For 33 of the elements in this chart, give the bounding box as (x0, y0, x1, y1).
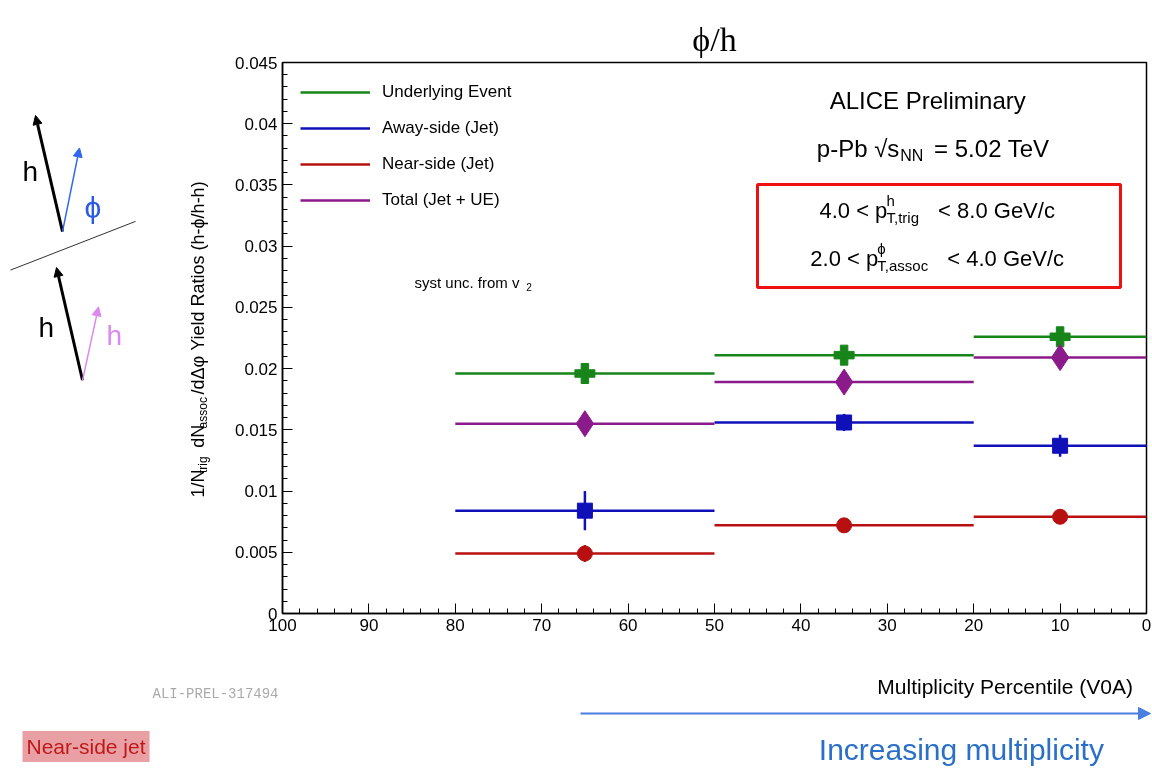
x-tick-label: 20 (964, 615, 984, 635)
legend-label: Away-side (Jet) (382, 118, 499, 138)
y-tick-label: 0.01 (244, 482, 278, 502)
x-tick-label: 70 (532, 615, 552, 635)
x-tick-label: 0 (1141, 615, 1152, 635)
x-axis-title: Multiplicity Percentile (V0A) (877, 675, 1133, 698)
x-tick-label: 60 (618, 615, 638, 635)
text: Near-side jet (26, 735, 146, 758)
legend-label: Total (Jet + UE) (382, 190, 500, 210)
x-tick-label: 30 (877, 615, 897, 635)
annotation: ALICE Preliminary (829, 87, 1026, 114)
y-tick-label: 0.035 (234, 175, 278, 195)
text: ϕ (84, 191, 102, 225)
legend-label: Near-side (Jet) (382, 154, 495, 174)
chart-title: ϕ/h (692, 20, 737, 58)
y-tick-label: 0.02 (244, 359, 278, 379)
text: h (38, 311, 55, 343)
text: ALI-PREL-317494 (152, 685, 279, 702)
x-tick-label: 50 (705, 615, 724, 635)
y-tick-label: 0.005 (234, 543, 278, 563)
text: Increasing multiplicity (818, 733, 1104, 766)
x-tick-label: 40 (791, 615, 811, 635)
y-tick-label: 0.025 (234, 298, 278, 318)
text: h (106, 320, 123, 352)
x-tick-label: 90 (359, 615, 379, 635)
y-tick-label: 0.04 (244, 114, 278, 134)
y-tick-label: 0.015 (234, 420, 278, 440)
x-tick-label: 80 (445, 615, 465, 635)
x-tick-label: 10 (1050, 615, 1070, 635)
legend-label: Underlying Event (382, 82, 512, 102)
y-tick-label: 0.045 (234, 53, 278, 73)
y-tick-label: 0.03 (244, 237, 278, 257)
text: h (22, 156, 39, 188)
